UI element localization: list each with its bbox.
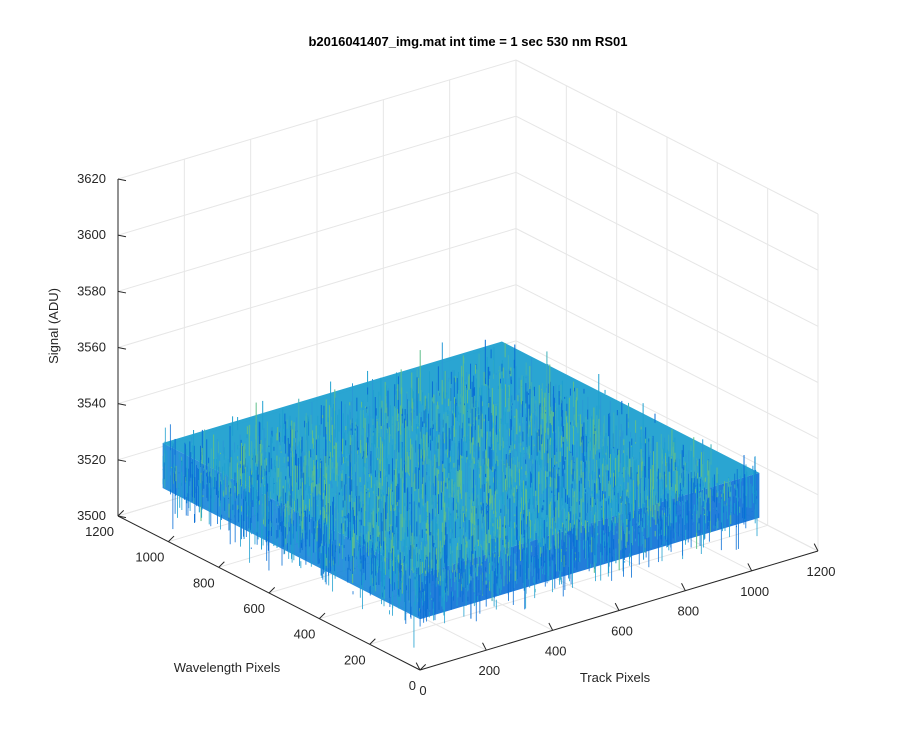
surface-left-face [162, 443, 421, 620]
x-tick-label: 1000 [740, 584, 769, 599]
y-axis-label: Wavelength Pixels [174, 660, 281, 675]
back-wall-grid-line [117, 171, 517, 292]
x-tick [482, 642, 487, 651]
tick-labels: 0 200 400 600 800 1000 1200 0 200 400 600 800 1000 12… [77, 171, 835, 698]
chart-title: b2016041407_img.mat int time = 1 sec 530… [308, 34, 627, 49]
y-tick-label: 400 [294, 627, 316, 642]
z-tick-label: 3520 [77, 452, 106, 467]
y-tick-label: 0 [409, 678, 416, 693]
z-tick-label: 3620 [77, 171, 106, 186]
x-tick [813, 543, 819, 552]
z-tick-label: 3560 [77, 340, 106, 355]
y-tick [369, 638, 376, 645]
y-tick [167, 535, 175, 543]
z-tick [117, 290, 127, 294]
z-axis-label: Signal (ADU) [46, 288, 61, 364]
z-tick [117, 459, 127, 462]
x-tick [681, 583, 686, 591]
z-tick [117, 515, 127, 519]
side-wall-grid-line [515, 340, 819, 496]
y-tick-label: 1200 [85, 524, 114, 539]
side-wall-grid-line [515, 228, 819, 383]
back-wall-grid-line [117, 228, 517, 348]
z-tick [117, 234, 127, 238]
y-tick-label: 200 [344, 652, 366, 667]
x-tick-label: 400 [545, 643, 567, 658]
back-wall-grid-line [117, 59, 517, 180]
y-tick-label: 800 [193, 575, 215, 590]
surface-plot [162, 339, 760, 648]
y-tick [117, 510, 125, 517]
x-tick [415, 662, 421, 671]
x-tick [614, 602, 620, 611]
y-tick-label: 600 [243, 601, 265, 616]
z-tick-label: 3600 [77, 227, 106, 242]
x-tick [747, 563, 753, 572]
x-axis-label: Track Pixels [580, 670, 651, 685]
z-tick-label: 3500 [77, 508, 106, 523]
z-tick [117, 403, 127, 406]
z-tick-label: 3540 [77, 396, 106, 411]
back-wall-grid-line [117, 284, 517, 405]
side-wall-grid-line [515, 171, 819, 327]
x-tick-label: 800 [677, 604, 699, 619]
axes-lines [117, 178, 819, 671]
z-tick [117, 347, 127, 350]
x-tick-label: 200 [478, 663, 500, 678]
y-tick [318, 612, 326, 620]
back-wall-grid-line [117, 115, 517, 236]
x-tick-label: 1200 [807, 564, 836, 579]
x-tick [548, 622, 554, 631]
z-tick [117, 178, 127, 182]
y-tick [419, 664, 427, 671]
y-tick-label: 1000 [135, 550, 164, 565]
y-tick [268, 587, 276, 594]
x-tick-label: 0 [419, 683, 426, 698]
side-wall-grid-line [515, 284, 819, 440]
side-wall-grid-line [515, 59, 819, 215]
z-tick-label: 3580 [77, 283, 106, 298]
side-wall-grid-line [515, 115, 819, 271]
y-tick [218, 561, 225, 568]
x-tick-label: 600 [611, 624, 633, 639]
